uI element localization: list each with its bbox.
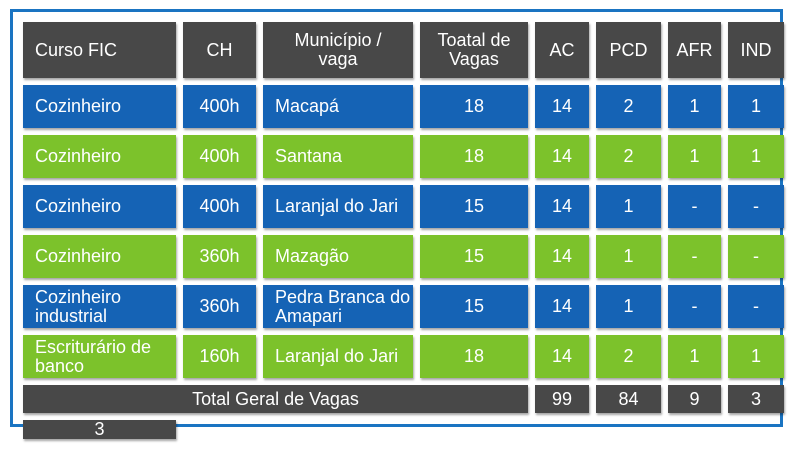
row6-ind: 1 <box>728 335 784 378</box>
header-afr: AFR <box>668 22 721 78</box>
row1-ch: 400h <box>183 85 256 128</box>
footer-label: Total Geral de Vagas <box>23 385 528 413</box>
row3-pcd: 1 <box>596 185 661 228</box>
row3-afr: - <box>668 185 721 228</box>
header-ac: AC <box>535 22 589 78</box>
row4-ac: 14 <box>535 235 589 278</box>
row1-pcd: 2 <box>596 85 661 128</box>
row3-ind: - <box>728 185 784 228</box>
row3-ac: 14 <box>535 185 589 228</box>
row5-ac: 14 <box>535 285 589 328</box>
row5-ind: - <box>728 285 784 328</box>
row6-pcd: 2 <box>596 335 661 378</box>
row6-ch: 160h <box>183 335 256 378</box>
row4-ind: - <box>728 235 784 278</box>
row1-afr: 1 <box>668 85 721 128</box>
header-total: Toatal de Vagas <box>420 22 528 78</box>
row5-pcd: 1 <box>596 285 661 328</box>
row6-afr: 1 <box>668 335 721 378</box>
row4-municipio: Mazagão <box>263 235 413 278</box>
row6-municipio: Laranjal do Jari <box>263 335 413 378</box>
header-ch: CH <box>183 22 256 78</box>
row4-pcd: 1 <box>596 235 661 278</box>
footer-afr: 3 <box>728 385 784 413</box>
row3-total: 15 <box>420 185 528 228</box>
row2-total: 18 <box>420 135 528 178</box>
row3-curso: Cozinheiro <box>23 185 176 228</box>
row5-total: 15 <box>420 285 528 328</box>
row5-curso: Cozinheiro industrial <box>23 285 176 328</box>
row2-afr: 1 <box>668 135 721 178</box>
row1-ac: 14 <box>535 85 589 128</box>
row2-municipio: Santana <box>263 135 413 178</box>
row3-municipio: Laranjal do Jari <box>263 185 413 228</box>
header-curso: Curso FIC <box>23 22 176 78</box>
row5-municipio: Pedra Branca do Amapari <box>263 285 413 328</box>
row3-ch: 400h <box>183 185 256 228</box>
header-pcd: PCD <box>596 22 661 78</box>
row1-municipio: Macapá <box>263 85 413 128</box>
row5-ch: 360h <box>183 285 256 328</box>
row2-ac: 14 <box>535 135 589 178</box>
footer-ind: 3 <box>23 420 176 439</box>
row4-ch: 360h <box>183 235 256 278</box>
footer-ac: 84 <box>596 385 661 413</box>
vagas-table: Curso FIC CH Município / vaga Toatal de … <box>23 22 784 439</box>
table-frame: Curso FIC CH Município / vaga Toatal de … <box>10 9 784 439</box>
row5-afr: - <box>668 285 721 328</box>
row4-curso: Cozinheiro <box>23 235 176 278</box>
row2-ch: 400h <box>183 135 256 178</box>
row2-ind: 1 <box>728 135 784 178</box>
row1-curso: Cozinheiro <box>23 85 176 128</box>
header-municipio: Município / vaga <box>263 22 413 78</box>
row4-afr: - <box>668 235 721 278</box>
header-ind: IND <box>728 22 784 78</box>
row1-total: 18 <box>420 85 528 128</box>
row2-curso: Cozinheiro <box>23 135 176 178</box>
footer-pcd: 9 <box>668 385 721 413</box>
row4-total: 15 <box>420 235 528 278</box>
row1-ind: 1 <box>728 85 784 128</box>
row2-pcd: 2 <box>596 135 661 178</box>
row6-total: 18 <box>420 335 528 378</box>
row6-ac: 14 <box>535 335 589 378</box>
footer-total: 99 <box>535 385 589 413</box>
row6-curso: Escriturário de banco <box>23 335 176 378</box>
